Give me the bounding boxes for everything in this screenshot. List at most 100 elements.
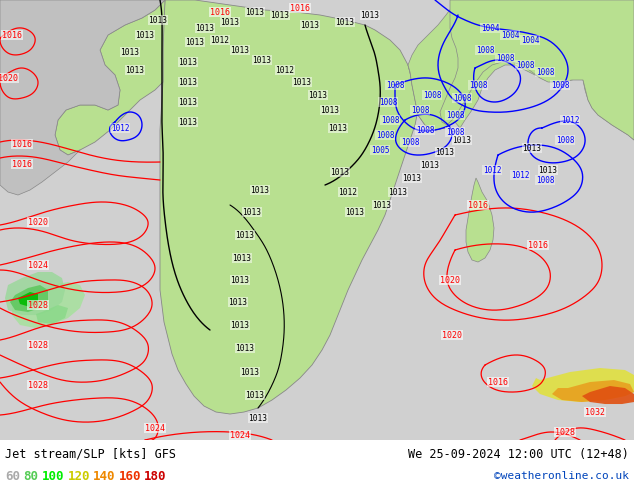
Text: 1013: 1013 (301, 21, 320, 29)
Text: 1012: 1012 (339, 188, 358, 196)
Text: 120: 120 (67, 469, 90, 483)
Text: 1004: 1004 (521, 35, 540, 45)
Text: 1020: 1020 (440, 275, 460, 285)
Polygon shape (36, 305, 68, 324)
Text: 1013: 1013 (179, 57, 198, 67)
Text: 1008: 1008 (536, 68, 554, 76)
Polygon shape (440, 0, 634, 140)
Text: 1013: 1013 (240, 368, 259, 376)
Polygon shape (466, 178, 494, 262)
Polygon shape (532, 368, 634, 402)
Text: 1008: 1008 (416, 125, 434, 135)
Text: 1008: 1008 (381, 116, 399, 124)
Text: 1008: 1008 (446, 111, 464, 120)
Text: 1032: 1032 (585, 408, 605, 416)
Text: 1008: 1008 (401, 138, 419, 147)
Polygon shape (552, 380, 634, 402)
Text: 1016: 1016 (210, 7, 230, 17)
Text: 1013: 1013 (335, 18, 354, 26)
Text: 1013: 1013 (271, 10, 290, 20)
Text: 180: 180 (144, 469, 167, 483)
Polygon shape (5, 272, 65, 315)
Text: 1024: 1024 (230, 431, 250, 440)
Text: 1013: 1013 (389, 188, 408, 196)
Text: 1012: 1012 (210, 35, 230, 45)
Text: 1013: 1013 (361, 10, 380, 20)
Text: 1016: 1016 (468, 200, 488, 210)
Text: 1013: 1013 (245, 391, 264, 399)
Text: 1013: 1013 (179, 77, 198, 87)
Text: 1013: 1013 (231, 275, 250, 285)
Text: 1013: 1013 (231, 46, 250, 54)
Text: 1013: 1013 (403, 173, 422, 182)
Text: 1013: 1013 (321, 105, 339, 115)
Text: 1008: 1008 (446, 127, 464, 137)
Polygon shape (160, 0, 418, 414)
Text: 1008: 1008 (536, 175, 554, 185)
Text: 1004: 1004 (501, 30, 519, 40)
Text: 1013: 1013 (250, 186, 269, 195)
Text: 1013: 1013 (538, 166, 557, 174)
Text: 1013: 1013 (179, 98, 198, 106)
Text: 1016: 1016 (488, 377, 508, 387)
Text: 80: 80 (23, 469, 39, 483)
Text: 1020: 1020 (442, 331, 462, 340)
Text: 1008: 1008 (385, 80, 404, 90)
Polygon shape (408, 65, 460, 130)
Text: 140: 140 (93, 469, 115, 483)
Text: 1013: 1013 (228, 297, 247, 307)
Text: 1013: 1013 (346, 207, 365, 217)
Text: 1004: 1004 (481, 24, 499, 32)
Text: 1013: 1013 (252, 55, 271, 65)
Text: 1020: 1020 (28, 218, 48, 226)
Text: 100: 100 (42, 469, 64, 483)
Text: 1013: 1013 (292, 77, 311, 87)
Text: 1013: 1013 (179, 118, 198, 126)
Text: 1008: 1008 (469, 80, 488, 90)
Text: 1016: 1016 (12, 140, 32, 148)
Text: 1008: 1008 (411, 105, 429, 115)
Text: 1020: 1020 (0, 74, 18, 82)
Text: 1013: 1013 (242, 207, 261, 217)
Text: 1013: 1013 (233, 253, 252, 263)
Text: 1013: 1013 (235, 230, 254, 240)
Polygon shape (18, 292, 38, 307)
Polygon shape (55, 0, 165, 155)
Polygon shape (12, 282, 85, 328)
Text: 1013: 1013 (136, 30, 155, 40)
Text: 1013: 1013 (330, 168, 349, 176)
Text: We 25-09-2024 12:00 UTC (12+48): We 25-09-2024 12:00 UTC (12+48) (408, 447, 629, 461)
Text: 1012: 1012 (482, 166, 501, 174)
Text: 1013: 1013 (453, 136, 472, 145)
Text: 1016: 1016 (12, 160, 32, 169)
Text: 1024: 1024 (28, 261, 48, 270)
Text: 160: 160 (119, 469, 141, 483)
Text: 1028: 1028 (28, 341, 48, 349)
Text: Jet stream/SLP [kts] GFS: Jet stream/SLP [kts] GFS (5, 447, 176, 461)
Text: 1013: 1013 (249, 414, 268, 422)
Polygon shape (10, 285, 48, 312)
Text: 1013: 1013 (186, 38, 205, 47)
Text: 1012: 1012 (111, 123, 129, 132)
Polygon shape (583, 0, 634, 140)
Text: 1013: 1013 (120, 48, 139, 56)
Text: 1013: 1013 (373, 200, 392, 210)
Text: 1008: 1008 (423, 91, 441, 99)
Text: 1016: 1016 (528, 241, 548, 249)
Polygon shape (582, 386, 634, 404)
Text: 1028: 1028 (28, 381, 48, 390)
Text: 1013: 1013 (148, 16, 167, 24)
Text: 1013: 1013 (235, 343, 254, 352)
Text: 1008: 1008 (556, 136, 574, 145)
Text: 1013: 1013 (420, 161, 439, 170)
Text: 1028: 1028 (28, 300, 48, 310)
Text: ©weatheronline.co.uk: ©weatheronline.co.uk (494, 471, 629, 481)
Text: 1013: 1013 (245, 7, 264, 17)
Text: 1012: 1012 (276, 66, 295, 74)
Text: 1013: 1013 (231, 320, 250, 329)
Text: 1013: 1013 (309, 91, 328, 99)
Text: 1008: 1008 (476, 46, 495, 54)
Text: 1008: 1008 (378, 98, 398, 106)
Text: 1012: 1012 (560, 116, 579, 124)
Text: 1008: 1008 (515, 60, 534, 70)
